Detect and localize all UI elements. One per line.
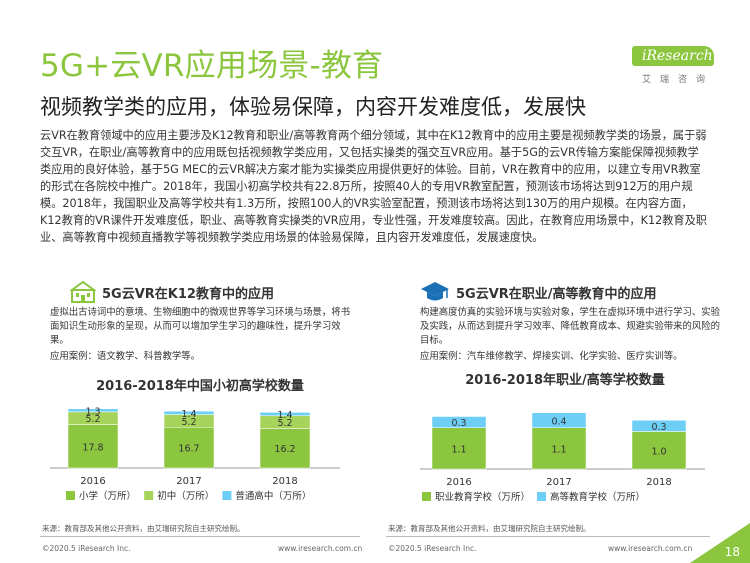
right-footer-divider <box>386 536 710 537</box>
data-label: 5.2 <box>181 417 196 428</box>
data-label: 1.3 <box>85 406 100 417</box>
data-label: 1.0 <box>651 446 666 457</box>
legend-swatch <box>537 492 546 501</box>
data-label: 0.3 <box>451 418 466 429</box>
data-label: 1.4 <box>277 410 292 421</box>
iresearch-logo: iResearch <box>632 46 714 66</box>
page-number: 18 <box>724 545 740 559</box>
left-website: www.iresearch.com.cn <box>278 544 363 553</box>
data-label: 17.8 <box>82 442 103 453</box>
legend-swatch <box>422 492 431 501</box>
right-panel-case: 应用案例：汽车维修教学、焊接实训、化学实验、医疗实训等。 <box>420 351 683 362</box>
data-label: 16.2 <box>274 444 295 455</box>
bar-segment <box>259 428 311 469</box>
left-source: 来源：教育部及其他公开资料，由艾瑞研究院自主研究绘制。 <box>42 524 245 533</box>
bar-segment <box>163 427 215 469</box>
page-title: 5G+云VR应用场景-教育 <box>40 48 384 84</box>
bar-segment <box>67 424 119 469</box>
data-label: 1.1 <box>551 444 566 455</box>
intro-paragraph: 云VR在教育领域中的应用主要涉及K12教育和职业/高等教育两个细分领域，其中在K… <box>40 129 707 244</box>
bar-segment <box>631 420 687 432</box>
bar-segment <box>631 431 687 470</box>
data-label: 0.3 <box>651 422 666 433</box>
legend-swatch <box>222 491 232 500</box>
x-tick-label: 2016 <box>80 476 105 487</box>
bar-segment <box>259 412 311 417</box>
legend-label: 高等教育学校（万所） <box>550 491 645 503</box>
bar-segment <box>531 427 587 470</box>
x-tick-label: 2017 <box>546 477 571 488</box>
left-panel-desc: 虚拟出古诗词中的意境、生物细胞中的微观世界等学习环境与场景，将书面知识生动形象的… <box>50 307 351 346</box>
legend-swatch <box>144 491 154 500</box>
right-copyright: ©2020.5 iResearch Inc. <box>388 544 477 553</box>
bar-segment <box>163 410 215 415</box>
right-panel-heading: 5G云VR在职业/高等教育中的应用 <box>456 287 657 302</box>
data-label: 1.4 <box>181 409 196 420</box>
left-footer-divider <box>40 536 360 537</box>
right-website: www.iresearch.com.cn <box>608 544 693 553</box>
left-panel-heading: 5G云VR在K12教育中的应用 <box>102 287 274 302</box>
data-label: 16.7 <box>178 444 199 455</box>
left-chart: 17.85.21.3201616.75.21.4201716.25.21.420… <box>50 406 340 502</box>
x-tick-label: 2017 <box>176 476 201 487</box>
bar-segment <box>431 427 487 470</box>
legend-swatch <box>66 491 75 500</box>
graduation-cap-icon <box>420 279 450 303</box>
logo-subtitle: 艾瑞咨询 <box>641 75 714 85</box>
data-label: 0.4 <box>551 416 566 427</box>
legend-label: 普通高中（万所） <box>235 490 311 502</box>
right-panel-desc: 构建高度仿真的实验环境与实验对象，学生在虚拟环境中进行学习、实验及实践，从而达到… <box>420 307 721 346</box>
legend-label: 小学（万所） <box>79 490 136 502</box>
bar-segment <box>67 408 119 413</box>
corner-decoration <box>690 523 750 563</box>
page-subtitle: 视频教学类的应用，体验易保障，内容开发难度低，发展快 <box>40 95 586 119</box>
data-label: 1.1 <box>451 444 466 455</box>
x-tick-label: 2018 <box>272 476 297 487</box>
left-panel-case: 应用案例：语文教学、科普教学等。 <box>50 351 201 362</box>
x-tick-label: 2016 <box>446 477 471 488</box>
left-copyright: ©2020.5 iResearch Inc. <box>42 544 131 553</box>
data-label: 5.2 <box>277 418 292 429</box>
x-tick-label: 2018 <box>646 477 671 488</box>
right-chart: 1.1 0.3 2016 1.1 0.4 2017 1.0 0.3 2018 职业教育学校（万所）… <box>420 412 705 503</box>
legend-label: 初中（万所） <box>157 490 214 502</box>
bar-segment <box>531 412 587 428</box>
data-label: 5.2 <box>85 414 100 425</box>
logo-text: iResearch <box>642 48 713 64</box>
bar-segment <box>431 416 487 428</box>
right-source: 来源：教育部及其他公开资料，由艾瑞研究院自主研究绘制。 <box>388 524 591 533</box>
legend-label: 职业教育学校（万所） <box>435 491 530 503</box>
left-chart-title: 2016-2018年中国小初高学校数量 <box>96 379 304 394</box>
right-chart-title: 2016-2018年职业/高等学校数量 <box>465 373 665 388</box>
school-building-icon <box>68 280 98 304</box>
